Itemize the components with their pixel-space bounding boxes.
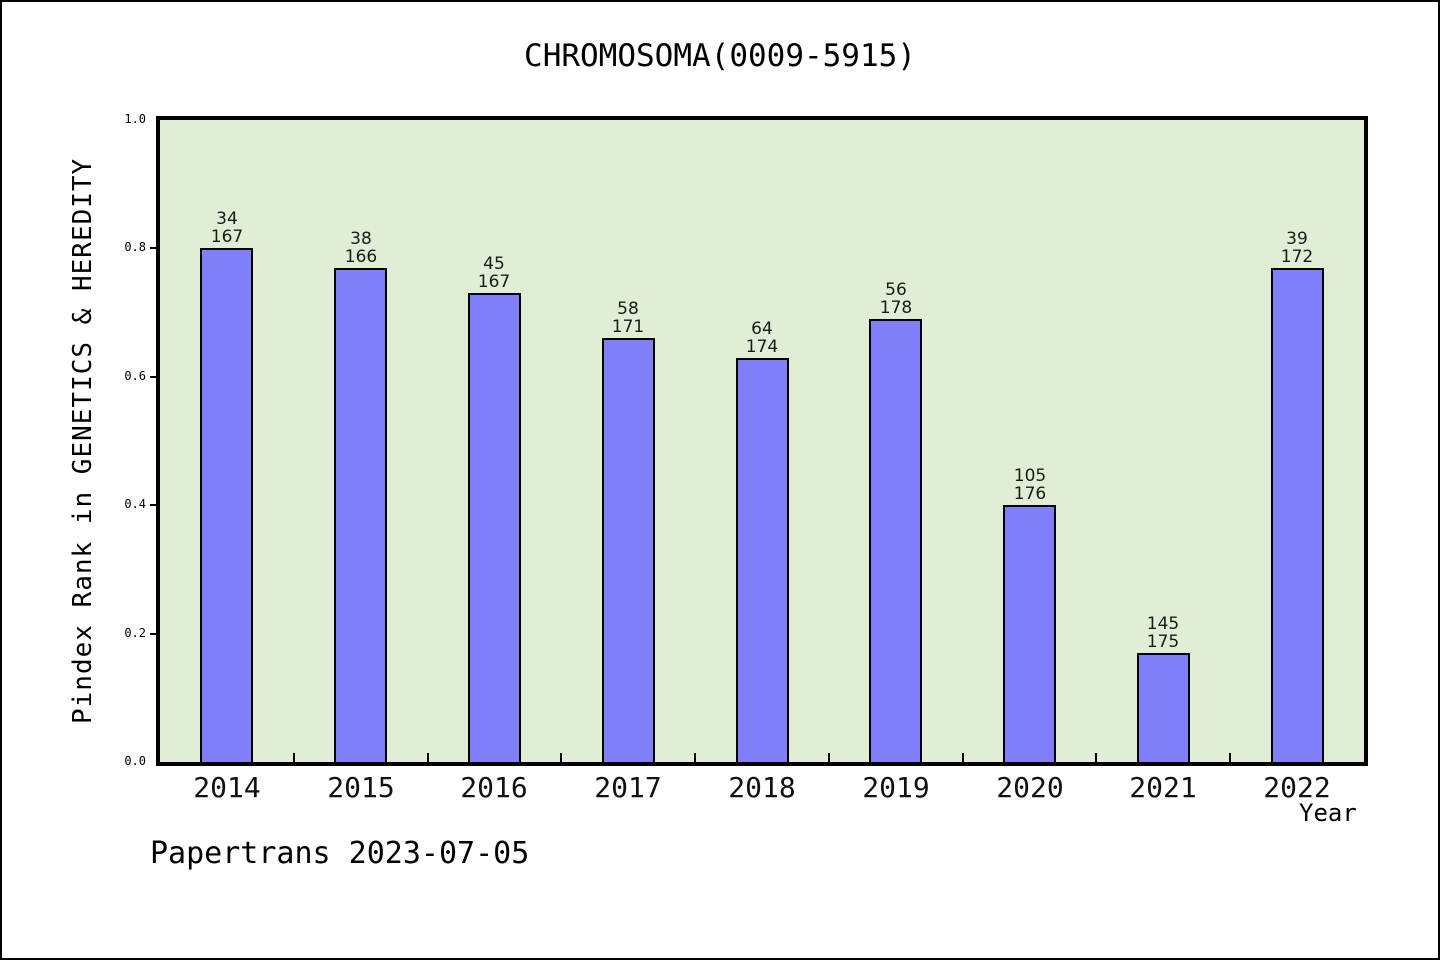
bar-value-line: 166	[344, 247, 378, 267]
footer-watermark: Papertrans 2023-07-05	[150, 836, 530, 871]
x-tick-label: 2016	[460, 771, 528, 804]
y-tick	[150, 633, 159, 635]
bar-value-label: 39 172	[1247, 230, 1347, 266]
x-minor-tick	[1229, 753, 1231, 762]
y-axis-label: Pindex Rank in GENETICS & HEREDITY	[68, 157, 98, 725]
bar	[869, 319, 922, 762]
bar-chart: 34 167 38 166 45 167 58 171 64 174 56 178 105 176 145 1…	[124, 112, 1368, 804]
x-axis-label: Year	[1299, 799, 1357, 827]
y-tick	[150, 247, 159, 249]
y-tick	[150, 376, 159, 378]
bar	[1271, 268, 1324, 762]
chart-title: CHROMOSOMA(0009-5915)	[524, 38, 916, 74]
bar-value-line: 39	[1286, 229, 1308, 249]
x-minor-tick	[694, 753, 696, 762]
bar-value-line: 167	[210, 227, 244, 247]
bar-value-label: 58 171	[578, 300, 678, 336]
bar-value-label: 56 178	[846, 281, 946, 317]
x-minor-tick	[1095, 753, 1097, 762]
y-tick-label: 1.0	[124, 112, 146, 126]
bar-value-label: 38 166	[311, 230, 411, 266]
x-tick-label: 2019	[862, 771, 930, 804]
bar	[736, 358, 789, 762]
bar	[602, 338, 655, 762]
x-minor-tick	[962, 753, 964, 762]
bar	[1003, 505, 1056, 762]
x-tick-label: 2020	[996, 771, 1064, 804]
bar-value-line: 38	[350, 229, 372, 249]
y-tick-label: 0.6	[124, 369, 146, 383]
y-tick-label: 0.4	[124, 497, 146, 511]
bar-value-label: 34 167	[177, 210, 277, 246]
bar	[334, 268, 387, 762]
bar-value-line: 175	[1146, 632, 1180, 652]
bar-value-line: 167	[477, 272, 511, 292]
y-tick-label: 0.8	[124, 240, 146, 254]
bar-value-label: 45 167	[444, 255, 544, 291]
bar	[1137, 653, 1190, 762]
y-tick	[150, 504, 159, 506]
bar-value-label: 105 176	[980, 467, 1080, 503]
x-tick-label: 2021	[1129, 771, 1197, 804]
bar-value-line: 178	[879, 298, 913, 318]
plot-area: 34 167 38 166 45 167 58 171 64 174 56 178 105 176 145 1…	[156, 116, 1368, 766]
y-tick-label: 0.2	[124, 626, 146, 640]
x-minor-tick	[560, 753, 562, 762]
x-tick-label: 2022	[1263, 771, 1331, 804]
x-minor-tick	[427, 753, 429, 762]
bar-value-line: 34	[216, 209, 238, 229]
bar-value-line: 56	[885, 280, 907, 300]
bar	[200, 248, 253, 762]
bar-value-line: 64	[751, 319, 773, 339]
x-tick-label: 2018	[728, 771, 796, 804]
bar-value-label: 64 174	[712, 320, 812, 356]
x-minor-tick	[293, 753, 295, 762]
bar-value-line: 145	[1146, 614, 1180, 634]
x-tick-label: 2017	[594, 771, 662, 804]
bar-value-line: 176	[1013, 484, 1047, 504]
bar	[468, 293, 521, 762]
bar-value-label: 145 175	[1113, 615, 1213, 651]
bar-value-line: 58	[617, 299, 639, 319]
bar-value-line: 45	[483, 254, 505, 274]
x-tick-label: 2015	[327, 771, 395, 804]
x-minor-tick	[828, 753, 830, 762]
y-tick-label: 0.0	[124, 754, 146, 768]
bar-value-line: 171	[611, 317, 645, 337]
bar-value-line: 172	[1280, 247, 1314, 267]
bar-value-line: 174	[745, 337, 779, 357]
bar-value-line: 105	[1013, 466, 1047, 486]
x-tick-label: 2014	[193, 771, 261, 804]
